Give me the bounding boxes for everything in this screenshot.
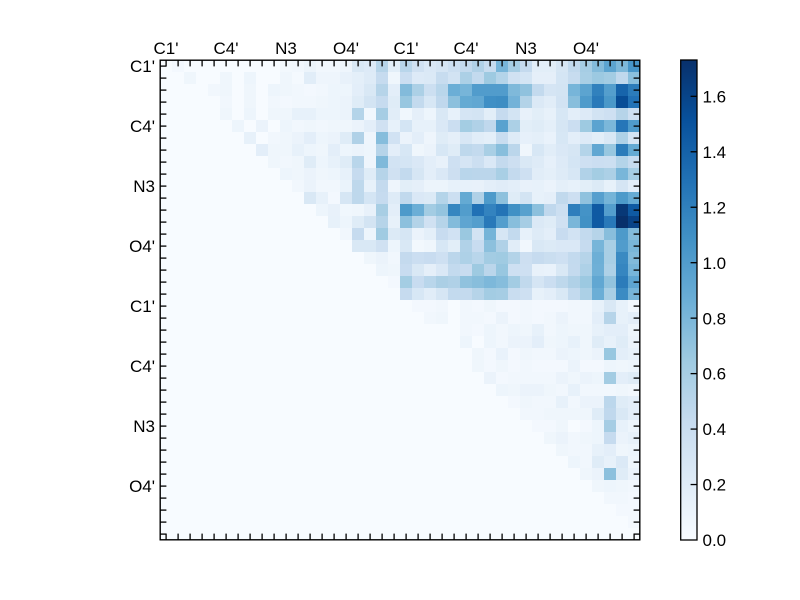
svg-text:O4': O4' [333, 39, 359, 58]
svg-text:C4': C4' [130, 357, 155, 376]
svg-text:C4': C4' [214, 39, 239, 58]
svg-text:1.4: 1.4 [703, 143, 727, 162]
svg-text:0.0: 0.0 [703, 531, 727, 550]
svg-text:C1': C1' [394, 39, 419, 58]
svg-text:O4': O4' [573, 39, 599, 58]
svg-text:C4': C4' [454, 39, 479, 58]
svg-text:0.4: 0.4 [703, 420, 727, 439]
svg-text:0.6: 0.6 [703, 365, 727, 384]
svg-text:C1': C1' [154, 39, 179, 58]
svg-text:1.2: 1.2 [703, 198, 727, 217]
svg-text:1.6: 1.6 [703, 87, 727, 106]
svg-text:N3: N3 [133, 177, 155, 196]
svg-text:O4': O4' [129, 237, 155, 256]
svg-text:0.8: 0.8 [703, 309, 727, 328]
svg-text:1.0: 1.0 [703, 254, 727, 273]
svg-text:C1': C1' [130, 57, 155, 76]
svg-text:C1': C1' [130, 297, 155, 316]
svg-text:N3: N3 [275, 39, 297, 58]
svg-text:N3: N3 [133, 417, 155, 436]
svg-text:N3: N3 [515, 39, 537, 58]
svg-text:C4': C4' [130, 117, 155, 136]
svg-text:0.2: 0.2 [703, 476, 727, 495]
svg-text:O4': O4' [129, 477, 155, 496]
